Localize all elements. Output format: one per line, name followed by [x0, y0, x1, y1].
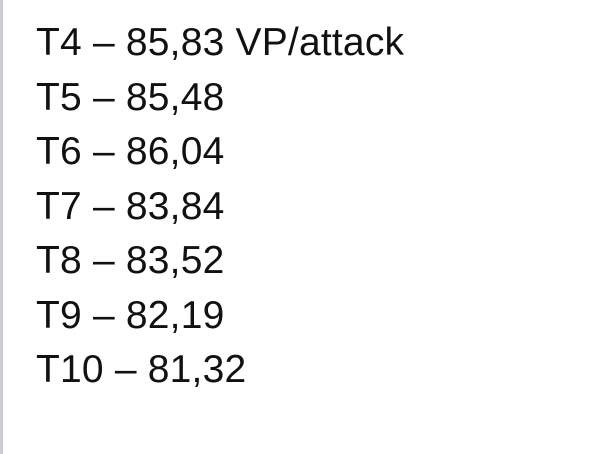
stat-line-t4: T4 – 85,83 VP/attack — [36, 21, 405, 64]
stat-line-t6: T6 – 86,04 — [36, 130, 225, 173]
stat-line-t8: T8 – 83,52 — [36, 239, 225, 282]
stat-line-t10: T10 – 81,32 — [36, 348, 247, 391]
left-border — [0, 0, 3, 454]
stat-line-t5: T5 – 85,48 — [36, 75, 225, 119]
stats-list: T4 – 85,83 VP/attack T5 – 85,48 T6 – 86,… — [36, 16, 404, 398]
stat-line-t9: T9 – 82,19 — [36, 293, 225, 337]
stat-line-t7: T7 – 83,84 — [36, 184, 225, 228]
